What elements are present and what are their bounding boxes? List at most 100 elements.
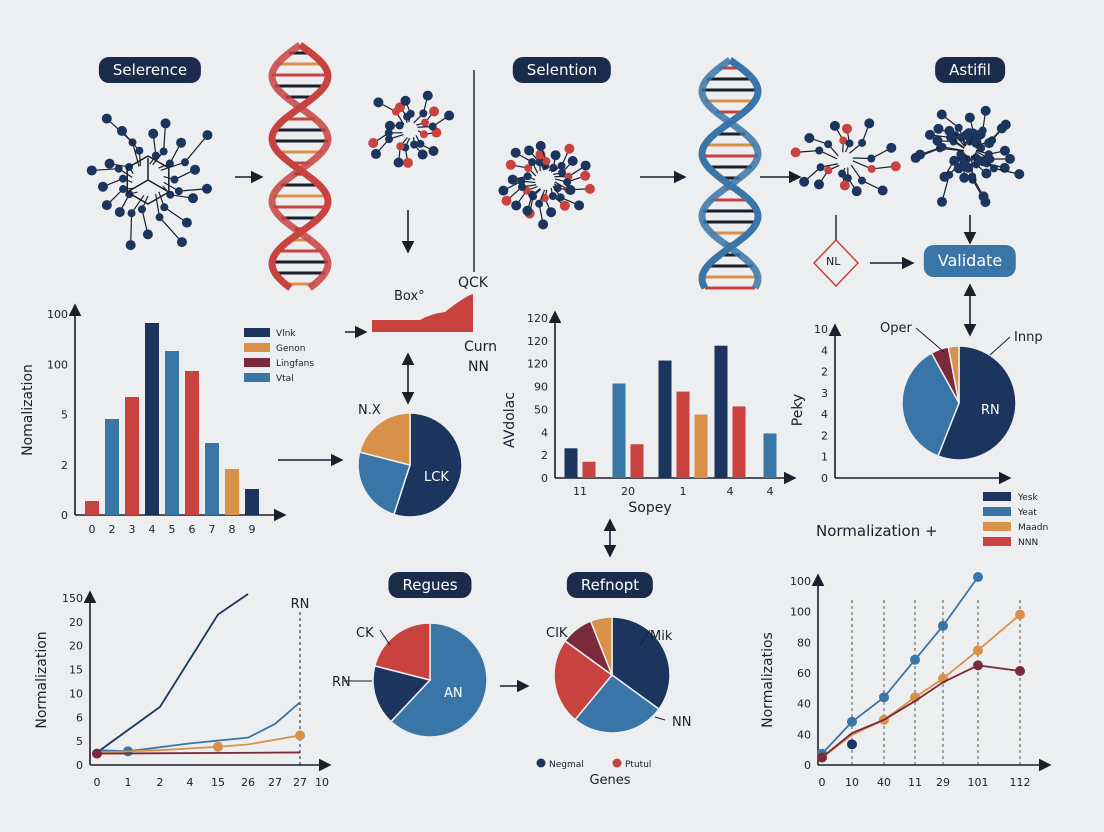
atom [393, 157, 404, 168]
line-chart-1-x-tick-label: 15 [211, 776, 225, 789]
validate-button[interactable]: Validate [923, 245, 1017, 277]
legend-label: Yeat [1017, 508, 1037, 518]
normalization-plus-label: Normalization + [816, 522, 938, 540]
atom [548, 192, 557, 201]
line-chart-1-y-label: Normalization [34, 631, 50, 728]
legend-label: Genon [276, 344, 305, 354]
atom [135, 146, 144, 155]
line-chart-2-x-tick-label: 112 [1010, 776, 1031, 789]
pie-chart-2-y-tick-label: 1 [821, 451, 828, 464]
line-chart-1-series-line [96, 751, 301, 755]
bar-chart-2-x-tick-label: 11 [573, 485, 587, 498]
atom [886, 142, 897, 153]
bar [612, 383, 626, 478]
atom [535, 199, 544, 208]
line-chart-2-y-tick-label: 100 [790, 606, 811, 619]
nanoparticle-icon [910, 105, 1025, 208]
pie-chart-2-slice-label: Innp [1014, 330, 1043, 345]
atom [125, 240, 136, 251]
line-chart-1-series-line [96, 701, 301, 753]
atom [1004, 153, 1015, 164]
pie-chart-3-slice-label: AN [444, 686, 463, 701]
bar-chart-1-x-tick-label: 2 [109, 523, 116, 536]
bar [676, 391, 690, 478]
legend-swatch [983, 507, 1011, 516]
atom [417, 149, 428, 160]
atom [155, 213, 164, 222]
bar-chart-1-x-tick-label: 7 [209, 523, 216, 536]
atom [558, 168, 567, 177]
protein-structure-icon [498, 140, 595, 230]
atom [564, 143, 575, 154]
bar-chart-2-x-label: Sopey [628, 500, 671, 516]
line-chart-2-data-point [817, 752, 827, 763]
bar [564, 448, 578, 478]
line-chart-2-y-tick-label: 40 [797, 728, 811, 741]
legend-dot [612, 758, 622, 768]
atom [877, 185, 888, 196]
atom [829, 120, 840, 131]
atom [384, 128, 393, 137]
dna-strand [268, 42, 332, 291]
bar [732, 406, 746, 478]
bar [763, 433, 777, 478]
label-regues: Regues [388, 572, 472, 598]
atom [845, 139, 854, 148]
atom [522, 205, 533, 216]
bond [849, 123, 870, 154]
pie-chart-2-y-tick-label: 2 [821, 366, 828, 379]
atom [421, 118, 430, 127]
molecule-network-icon [86, 113, 213, 251]
atom [978, 191, 989, 202]
atom [373, 97, 384, 108]
legend-label: Maadn [1018, 523, 1048, 533]
atom [114, 164, 123, 173]
bar [85, 501, 99, 515]
pie-chart-1-slice-label: LCK [424, 470, 449, 485]
atom [419, 130, 428, 139]
line-chart-1-y-tick-label: 20 [69, 640, 83, 653]
atom [402, 157, 413, 168]
label-astifil: Astifil [935, 57, 1005, 83]
atom [528, 190, 537, 199]
bar-chart-2-y-tick-label: 50 [534, 403, 548, 416]
atom [444, 110, 455, 121]
legend-label: Vtal [276, 374, 294, 384]
atom [790, 147, 801, 158]
atom [956, 150, 965, 159]
atom [824, 140, 833, 149]
atom [176, 137, 187, 148]
line-chart-2-data-point [973, 645, 983, 656]
atom [148, 128, 159, 139]
bar [185, 371, 199, 515]
pie-chart-2-y-tick-label: 2 [821, 429, 828, 442]
bar [658, 360, 672, 478]
atom [384, 120, 395, 131]
atom [584, 183, 595, 194]
line-chart-2-series-line [821, 576, 979, 755]
legend-label: Ptutul [625, 760, 651, 770]
atom [867, 164, 876, 173]
atom [368, 138, 379, 149]
atom [964, 112, 975, 123]
atom [857, 176, 866, 185]
legend-label: Negmal [549, 760, 584, 770]
atom [981, 168, 992, 179]
legend-swatch [244, 343, 270, 352]
bar-chart-1-y-tick-label: 2 [61, 459, 68, 472]
pie-chart-4-slice-label: Mik [650, 629, 673, 644]
atom [989, 164, 998, 173]
atom [498, 185, 509, 196]
atom [939, 171, 950, 182]
atom [400, 95, 411, 106]
atom [142, 229, 153, 240]
pie-chart-4-x-label: Genes [589, 773, 630, 788]
pie-chart-4-slice [553, 639, 614, 721]
atom [116, 125, 127, 136]
line-chart-1-x-tick-label: 10 [315, 776, 329, 789]
label-selention: Selention [512, 57, 612, 83]
pie-chart-1-slice [392, 412, 463, 518]
line-chart-2-y-label: Normalizatios [760, 632, 776, 728]
atom [858, 138, 867, 147]
line-chart-2-data-point [1015, 609, 1025, 620]
